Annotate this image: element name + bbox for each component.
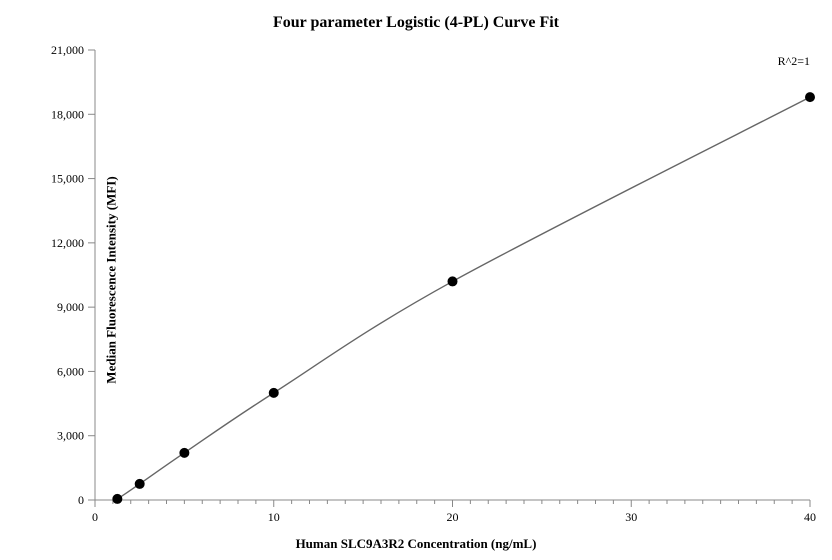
r-squared-annotation: R^2=1 [778,54,810,68]
data-point [113,494,122,503]
chart-svg: 0 3,000 6,000 9,000 12,000 15,000 18,000 21,000… [0,0,832,560]
y-tick-label: 6,000 [57,364,84,378]
y-tick-label: 21,000 [51,43,84,57]
y-tick-label: 0 [78,493,84,507]
x-tick-label: 10 [268,510,280,524]
y-tick-label: 18,000 [51,107,84,121]
x-tick-label: 0 [92,510,98,524]
y-tick-label: 3,000 [57,429,84,443]
chart-container: Four parameter Logistic (4-PL) Curve Fit… [0,0,832,560]
curve-fit-line [113,97,810,500]
data-point [448,277,457,286]
data-point [180,448,189,457]
x-tick-label: 30 [625,510,637,524]
y-tick-label: 9,000 [57,300,84,314]
y-tick-label: 12,000 [51,236,84,250]
data-point [269,388,278,397]
data-point [135,479,144,488]
y-tick-label: 15,000 [51,172,84,186]
data-point [806,93,815,102]
x-tick-label: 40 [804,510,816,524]
x-tick-label: 20 [447,510,459,524]
